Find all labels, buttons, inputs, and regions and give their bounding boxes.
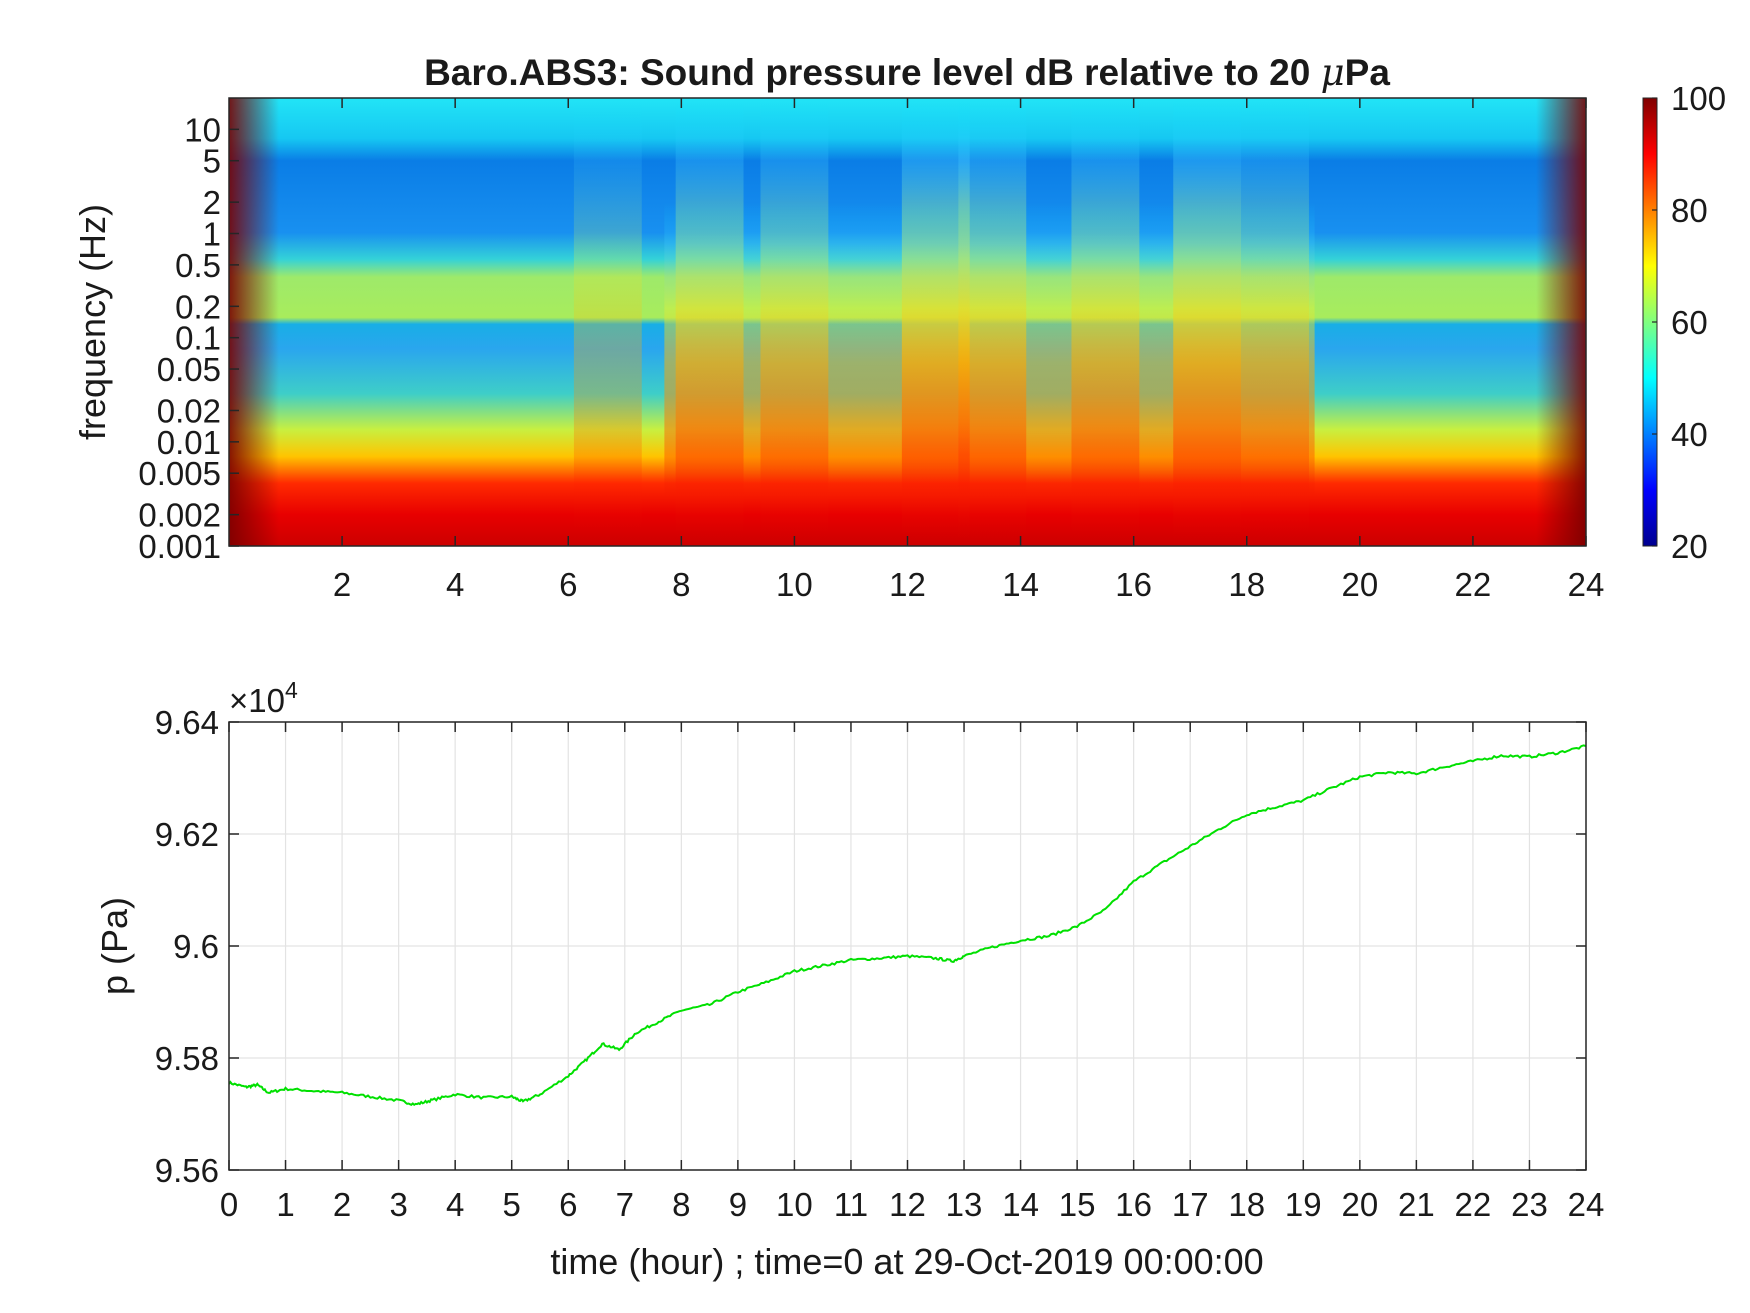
spectrogram-y-tick-label: 0.002 [138, 497, 221, 534]
spectrogram-x-tick-label: 2 [333, 566, 351, 603]
spectrogram-image [229, 98, 1586, 546]
spectrogram-y-tick-label: 0.02 [157, 392, 221, 429]
spectrogram-x-tick-label: 8 [672, 566, 690, 603]
spectrogram-title: Baro.ABS3: Sound pressure level dB relat… [424, 51, 1390, 94]
spectrogram-x-tick-label: 4 [446, 566, 464, 603]
spectrogram-x-tick-label: 22 [1455, 566, 1492, 603]
spectrogram-x-tick-label: 16 [1115, 566, 1152, 603]
spectrogram-y-tick-label: 0.05 [157, 351, 221, 388]
pressure-grid [228, 721, 1587, 1171]
pressure-x-tick-label: 2 [333, 1186, 351, 1223]
pressure-x-axis: 0 1 2 3 4 5 6 7 8 9 10 11 12 13 14 15 16 17 18 19 20 21 22 23 24 [220, 722, 1605, 1223]
spectrogram-ylabel: frequency (Hz) [72, 204, 113, 440]
colorbar-tick-label: 100 [1671, 80, 1726, 117]
colorbar-tick-label: 20 [1671, 528, 1708, 565]
pressure-x-tick-label: 0 [220, 1186, 238, 1223]
pressure-x-tick-label: 13 [946, 1186, 983, 1223]
spectrogram-x-tick-label: 20 [1341, 566, 1378, 603]
pressure-x-tick-label: 6 [559, 1186, 577, 1223]
spectrogram-y-tick-label: 2 [203, 184, 221, 221]
pressure-x-tick-label: 20 [1341, 1186, 1378, 1223]
pressure-x-tick-label: 3 [389, 1186, 407, 1223]
spectrogram-x-tick-label: 14 [1002, 566, 1039, 603]
pressure-x-tick-label: 5 [503, 1186, 521, 1223]
pressure-y-axis: 9.56 9.58 9.6 9.62 9.64 [155, 704, 1586, 1189]
spectrogram-x-tick-label: 6 [559, 566, 577, 603]
colorbar-ticks: 20 40 60 80 100 [1652, 80, 1726, 565]
spectrogram-activity-column [573, 98, 642, 546]
colorbar-tick-label: 40 [1671, 416, 1708, 453]
pressure-x-tick-label: 16 [1115, 1186, 1152, 1223]
spectrogram-y-tick-label: 0.005 [138, 455, 221, 492]
pressure-x-tick-label: 22 [1455, 1186, 1492, 1223]
colorbar-tick-label: 80 [1671, 192, 1708, 229]
spectrogram-y-tick-label: 1 [203, 216, 221, 253]
pressure-x-tick-label: 12 [889, 1186, 926, 1223]
spectrogram-y-tick-label: 10 [184, 111, 221, 148]
spectrogram-x-tick-label: 10 [776, 566, 813, 603]
spectrogram-y-tick-label: 0.2 [175, 288, 221, 325]
pressure-y-tick-label: 9.62 [155, 816, 219, 853]
pressure-y-tick-label: 9.58 [155, 1040, 219, 1077]
pressure-y-tick-label: 9.56 [155, 1152, 219, 1189]
pressure-x-tick-label: 9 [729, 1186, 747, 1223]
pressure-x-tick-label: 17 [1172, 1186, 1209, 1223]
y-exponent-label: ×104 [229, 677, 298, 719]
pressure-x-tick-label: 24 [1568, 1186, 1605, 1223]
spectrogram-y-tick-label: 0.5 [175, 247, 221, 284]
pressure-x-tick-label: 15 [1059, 1186, 1096, 1223]
spectrogram-activity-region [664, 202, 1315, 497]
pressure-series-line [229, 744, 1586, 1107]
spectrogram-activity [573, 98, 1315, 546]
spectrogram-x-axis: 2 4 6 8 10 12 14 16 18 20 22 24 [333, 98, 1604, 603]
pressure-x-tick-label: 19 [1285, 1186, 1322, 1223]
pressure-x-tick-label: 1 [276, 1186, 294, 1223]
pressure-xlabel: time (hour) ; time=0 at 29-Oct-2019 00:0… [550, 1241, 1263, 1282]
spectrogram-y-tick-label: 0.1 [175, 320, 221, 357]
pressure-x-tick-label: 8 [672, 1186, 690, 1223]
colorbar-tick-label: 60 [1671, 304, 1708, 341]
spectrogram-x-tick-label: 24 [1568, 566, 1605, 603]
pressure-ylabel: p (Pa) [94, 897, 135, 995]
pressure-x-tick-label: 11 [834, 1186, 868, 1223]
pressure-y-tick-label: 9.6 [173, 928, 219, 965]
pressure-y-tick-label: 9.64 [155, 704, 219, 741]
pressure-x-tick-label: 23 [1511, 1186, 1548, 1223]
spectrogram-x-tick-label: 12 [889, 566, 926, 603]
pressure-x-tick-label: 4 [446, 1186, 464, 1223]
pressure-x-tick-label: 10 [776, 1186, 813, 1223]
spectrogram-x-tick-label: 18 [1228, 566, 1265, 603]
pressure-x-tick-label: 14 [1002, 1186, 1039, 1223]
pressure-x-tick-label: 7 [616, 1186, 634, 1223]
spectrogram-y-tick-label: 0.01 [157, 424, 221, 461]
pressure-x-tick-label: 18 [1228, 1186, 1265, 1223]
spectrogram-y-tick-label: 5 [203, 143, 221, 180]
pressure-x-tick-label: 21 [1398, 1186, 1435, 1223]
spectrogram-y-tick-label: 0.001 [138, 528, 221, 565]
